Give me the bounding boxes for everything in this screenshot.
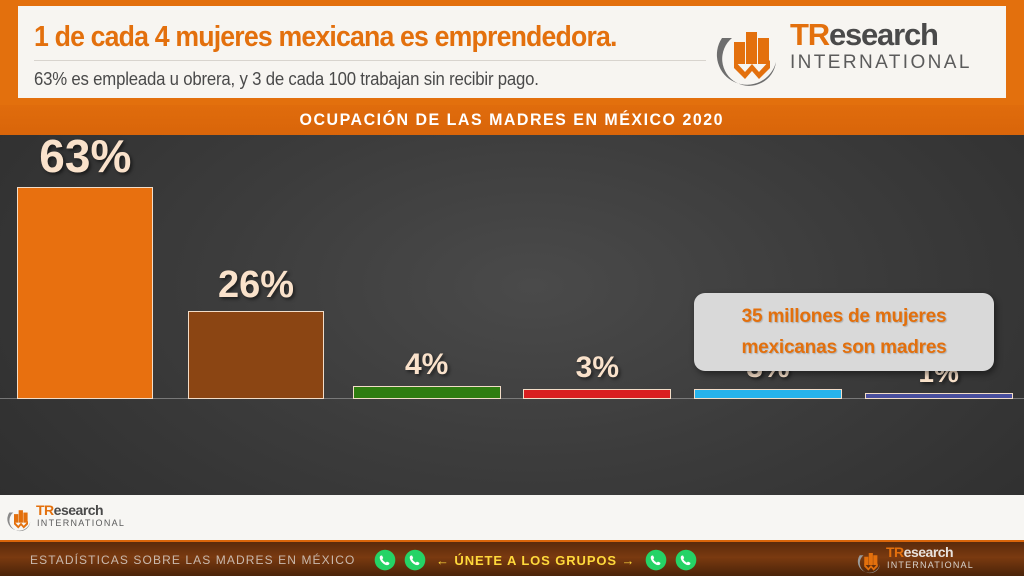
whatsapp-icon[interactable] bbox=[645, 549, 667, 571]
brand-name-gray: esearch bbox=[828, 17, 939, 52]
source-brand-name: TResearch bbox=[36, 502, 104, 518]
bar bbox=[17, 187, 154, 399]
bar-value-label: 3% bbox=[575, 351, 619, 384]
chart-baseline bbox=[0, 398, 1024, 399]
bottom-brand-orange: TR bbox=[886, 544, 904, 560]
callout-box: 35 millones de mujeres mexicanas son mad… bbox=[694, 293, 994, 371]
bottom-brand-logo: TResearch INTERNATIONAL bbox=[856, 544, 976, 576]
bottom-brand-tagline: INTERNATIONAL bbox=[887, 560, 974, 570]
bottom-brand-name: TResearch bbox=[886, 544, 954, 560]
bar-group: 4% bbox=[352, 135, 501, 399]
brand-name-orange: TR bbox=[790, 17, 830, 52]
source-strip: TResearch INTERNATIONAL Fuente: INEGI. C… bbox=[0, 495, 1024, 540]
bottom-brand-gray: esearch bbox=[903, 544, 954, 560]
page-subtitle: 63% es empleada u obrera, y 3 de cada 10… bbox=[34, 68, 539, 89]
brand-logo: TResearch INTERNATIONAL bbox=[716, 12, 1008, 92]
bottom-bar: ESTADÍSTICAS SOBRE LAS MADRES EN MÉXICO … bbox=[0, 540, 1024, 576]
bar-group: 63% bbox=[17, 130, 154, 399]
whatsapp-icon[interactable] bbox=[675, 549, 697, 571]
header-panel: 1 de cada 4 mujeres mexicana es emprende… bbox=[18, 6, 1006, 98]
chart-title-bar: OCUPACIÓN DE LAS MADRES EN MÉXICO 2020 bbox=[0, 105, 1024, 135]
join-groups-row[interactable]: ← ÚNETE A LOS GRUPOS → bbox=[374, 542, 697, 576]
brand-logo-text: TResearch INTERNATIONAL bbox=[790, 18, 972, 74]
bar-value-label: 26% bbox=[217, 264, 295, 306]
tresearch-logo-icon bbox=[7, 510, 31, 532]
brand-tagline: INTERNATIONAL bbox=[790, 52, 972, 73]
brand-name: TResearch bbox=[790, 18, 972, 52]
chart-area: 63%26%4%3%3%1% 35 millones de mujeres me… bbox=[0, 130, 1024, 576]
bar-group: 3% bbox=[523, 135, 672, 399]
bar-plot: 63%26%4%3%3%1% bbox=[0, 130, 1024, 399]
bar-value-label: 4% bbox=[404, 348, 449, 381]
whatsapp-icon[interactable] bbox=[374, 549, 396, 571]
bar bbox=[523, 389, 672, 399]
callout-line-1: 35 millones de mujeres bbox=[741, 306, 947, 327]
bar bbox=[188, 311, 324, 399]
chart-title: OCUPACIÓN DE LAS MADRES EN MÉXICO 2020 bbox=[299, 110, 725, 129]
source-brand-orange: TR bbox=[36, 502, 54, 518]
bar-group: 26% bbox=[188, 135, 324, 399]
bar bbox=[864, 393, 1013, 399]
join-groups-label[interactable]: ← ÚNETE A LOS GRUPOS → bbox=[436, 552, 636, 568]
source-brand-gray: esearch bbox=[53, 502, 104, 518]
bar bbox=[352, 386, 501, 399]
whatsapp-icon[interactable] bbox=[404, 549, 426, 571]
page-title: 1 de cada 4 mujeres mexicana es emprende… bbox=[34, 20, 617, 53]
callout-line-2: mexicanas son madres bbox=[741, 337, 947, 358]
source-brand-tagline: INTERNATIONAL bbox=[37, 518, 126, 528]
bar-value-label: 63% bbox=[39, 130, 132, 182]
bar bbox=[694, 389, 842, 399]
tresearch-logo-icon bbox=[716, 32, 776, 86]
header: 1 de cada 4 mujeres mexicana es emprende… bbox=[0, 0, 1024, 105]
bottom-caption: ESTADÍSTICAS SOBRE LAS MADRES EN MÉXICO bbox=[30, 553, 356, 567]
tresearch-logo-icon bbox=[857, 553, 880, 574]
source-logo: TResearch INTERNATIONAL bbox=[6, 501, 156, 535]
header-divider bbox=[34, 60, 706, 61]
